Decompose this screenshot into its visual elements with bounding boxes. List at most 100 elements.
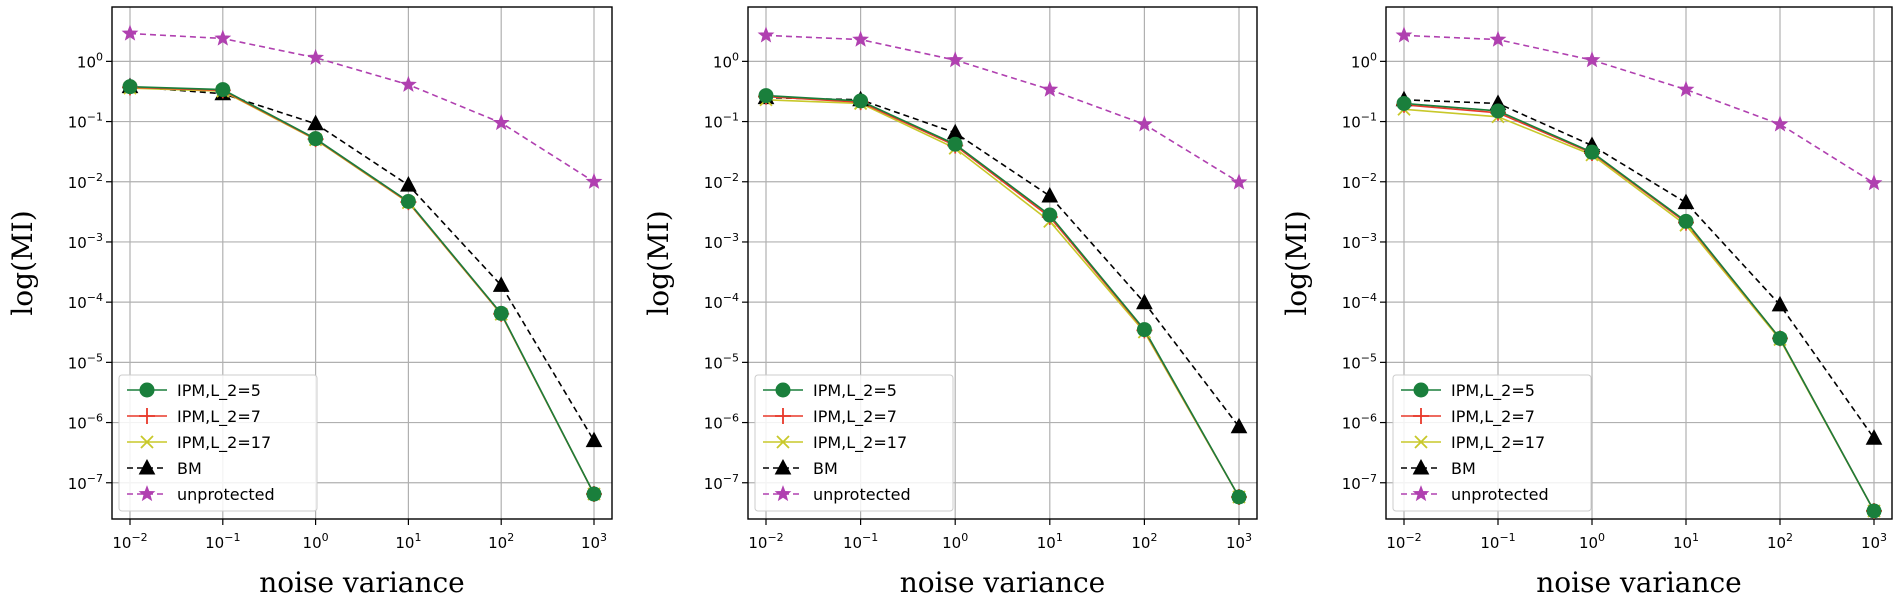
data-point-star <box>214 29 232 46</box>
legend: IPM,L_2=5 IPM,L_2=7 IPM,L_2=17 BM unprotecte… <box>118 374 318 512</box>
legend-marker-triangle <box>1412 458 1430 475</box>
legend-marker-star <box>774 485 792 502</box>
legend-marker-triangle <box>138 458 156 475</box>
legend: IPM,L_2=5 IPM,L_2=7 IPM,L_2=17 BM unprotecte… <box>1392 374 1592 512</box>
data-point-circle <box>1136 322 1152 338</box>
data-point-circle <box>1396 95 1412 111</box>
legend-label: unprotected <box>1451 485 1549 504</box>
legend-marker-x <box>776 435 790 449</box>
legend-box <box>118 374 318 512</box>
data-point-circle <box>1678 213 1694 229</box>
data-point-triangle <box>1136 293 1153 310</box>
y-tick-label: 100 <box>77 50 103 71</box>
legend-marker-circle <box>139 382 155 398</box>
chart-panel-3: 10−2 10−1 100 101 102 103 10−7 10−6 10−5 10−4 10−3… <box>1280 6 1893 599</box>
legend-box <box>754 374 954 512</box>
x-tick-label: 103 <box>1861 531 1887 552</box>
x-tick-label: 102 <box>1131 531 1157 552</box>
chart-panel-1: 10−2 10−1 100 101 102 103 10−7 10−6 10−5 10−4 10−3… <box>6 6 613 599</box>
data-point-circle <box>758 88 774 104</box>
y-tick-label: 10−3 <box>704 231 739 252</box>
data-point-star <box>1041 80 1059 97</box>
y-tick-label: 10−6 <box>704 412 739 433</box>
y-tick-label: 10−5 <box>1342 351 1377 372</box>
legend-marker-plus <box>1413 408 1429 424</box>
data-point-star <box>1583 51 1601 68</box>
data-point-circle <box>493 305 509 321</box>
x-tick-label: 101 <box>1037 531 1063 552</box>
data-point-triangle <box>400 176 417 192</box>
x-tick-label: 10−1 <box>1480 531 1515 552</box>
y-axis-label: log(MI) <box>642 210 675 315</box>
x-tick-label: 10−1 <box>843 531 878 552</box>
legend-label: IPM,L_2=17 <box>813 433 907 453</box>
y-tick-label: 10−7 <box>68 472 103 493</box>
data-point-triangle <box>1771 295 1789 312</box>
series-group <box>757 26 1248 505</box>
data-point-circle <box>1584 144 1600 160</box>
x-tick-label: 102 <box>1767 531 1793 552</box>
legend-label: IPM,L_2=17 <box>1451 433 1545 453</box>
data-point-star <box>585 172 603 189</box>
legend-marker-star <box>138 485 156 502</box>
series-line-circle <box>765 94 1240 498</box>
legend: IPM,L_2=5 IPM,L_2=7 IPM,L_2=17 BM unprotecte… <box>754 374 954 512</box>
data-point-circle <box>1231 489 1247 505</box>
x-tick-label: 100 <box>1579 531 1605 552</box>
y-axis-label: log(MI) <box>1280 210 1313 315</box>
y-tick-label: 10−1 <box>1342 111 1377 132</box>
data-point-circle <box>947 136 963 152</box>
x-tick-label: 103 <box>581 531 607 552</box>
data-point-circle <box>215 82 231 98</box>
plot-frame <box>1385 6 1893 520</box>
grid <box>112 7 612 519</box>
data-point-triangle <box>307 114 324 131</box>
y-tick-label: 10−2 <box>1342 171 1377 192</box>
legend-marker-plus <box>775 408 791 424</box>
data-point-star <box>757 26 775 43</box>
data-point-triangle <box>1041 186 1059 203</box>
series-group <box>121 24 603 503</box>
legend-marker-circle <box>1413 382 1429 398</box>
data-point-star <box>1395 26 1413 43</box>
y-tick-label: 10−7 <box>1342 472 1377 493</box>
data-point-circle <box>853 93 869 109</box>
legend-label: IPM,L_2=17 <box>177 433 271 453</box>
y-tick-label: 10−5 <box>704 351 739 372</box>
legend-label: IPM,L_2=7 <box>177 407 261 427</box>
data-point-star <box>307 48 325 65</box>
x-tick-label: 100 <box>942 531 968 552</box>
series-line-triangle <box>765 96 1240 428</box>
legend-marker-circle <box>775 382 791 398</box>
legend-marker-x <box>1414 435 1428 449</box>
data-point-circle <box>586 486 602 502</box>
x-axis-label: noise variance <box>1536 566 1742 599</box>
data-point-star <box>1865 174 1883 191</box>
data-point-star <box>1230 173 1248 190</box>
y-tick-label: 10−4 <box>68 291 103 312</box>
legend-label: BM <box>813 459 838 478</box>
legend-label: BM <box>177 459 202 478</box>
data-point-star <box>1677 80 1695 97</box>
data-point-triangle <box>585 431 603 448</box>
series-line-circle <box>1403 102 1875 512</box>
x-tick-label: 101 <box>1673 531 1699 552</box>
data-point-triangle <box>1677 193 1695 210</box>
data-point-star <box>852 30 870 47</box>
data-point-star <box>1771 115 1789 132</box>
y-tick-label: 100 <box>713 50 739 71</box>
legend-label: IPM,L_2=7 <box>1451 407 1535 427</box>
y-tick-label: 10−2 <box>68 171 103 192</box>
y-tick-label: 10−4 <box>704 291 739 312</box>
legend-marker-triangle <box>774 458 792 475</box>
y-tick-label: 10−4 <box>1342 291 1377 312</box>
legend-label: IPM,L_2=5 <box>813 381 897 401</box>
legend-marker-x <box>140 435 154 449</box>
series-line-star <box>765 34 1240 183</box>
data-point-circle <box>1490 103 1506 119</box>
legend-marker-plus <box>139 408 155 424</box>
x-tick-label: 101 <box>395 531 421 552</box>
x-tick-label: 10−2 <box>112 531 147 552</box>
data-point-circle <box>1042 207 1058 223</box>
